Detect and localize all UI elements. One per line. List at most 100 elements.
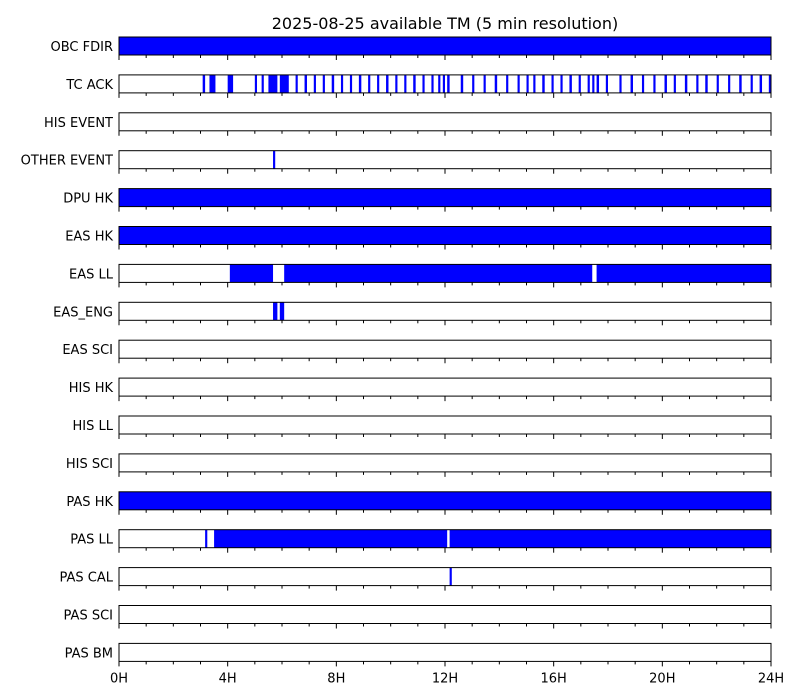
availability-bar (358, 74, 362, 93)
chart-title: 2025-08-25 available TM (5 min resolutio… (272, 14, 618, 33)
row-label: EAS LL (69, 267, 114, 282)
availability-bar (569, 74, 572, 93)
availability-bar (447, 74, 450, 93)
availability-bar (696, 74, 699, 93)
availability-bar (684, 74, 688, 93)
availability-bar (422, 74, 425, 93)
availability-bar (653, 74, 656, 93)
row-label: TC ACK (65, 78, 113, 93)
x-tick-label: 4H (219, 671, 237, 686)
availability-bar (119, 226, 771, 245)
availability-bar (768, 74, 771, 93)
timeline-row: HIS SCI (66, 453, 772, 477)
availability-bar (331, 74, 335, 93)
row-label: HIS EVENT (44, 116, 113, 131)
row-label: EAS SCI (62, 343, 113, 358)
availability-bar (592, 74, 595, 93)
timeline-row: EAS LL (69, 263, 772, 288)
availability-bar (526, 74, 529, 93)
availability-bar (273, 302, 278, 321)
availability-bar (368, 74, 371, 93)
timeline-row: PAS HK (66, 491, 772, 515)
row-frame (118, 377, 772, 397)
timeline-row: DPU HK (63, 188, 772, 212)
availability-bar (214, 529, 448, 548)
availability-bar (395, 74, 398, 93)
availability-bar (494, 74, 498, 93)
availability-bar (750, 74, 753, 93)
x-tick-label: 16H (541, 671, 567, 686)
availability-bar (340, 74, 344, 93)
row-label: PAS LL (70, 533, 114, 548)
timeline-row: OBC FDIR (51, 36, 772, 60)
availability-bar (254, 74, 258, 93)
availability-bar (273, 150, 276, 169)
timeline-row: HIS EVENT (44, 112, 772, 136)
availability-bar (431, 74, 434, 93)
timeline-row: PAS BM (65, 642, 772, 667)
availability-bar (560, 74, 563, 93)
row-label: PAS BM (65, 646, 113, 661)
availability-bar (596, 74, 600, 93)
row-frame (118, 642, 772, 662)
availability-bar (449, 529, 771, 548)
availability-bar (349, 74, 353, 93)
row-frame (118, 112, 772, 132)
row-frame (118, 453, 772, 473)
availability-bar (605, 74, 608, 93)
availability-bar (517, 74, 520, 93)
rows-layer: OBC FDIR TC ACK HIS EVENT OTHER EVENT DPU HK… (21, 36, 772, 667)
row-frame (118, 605, 772, 624)
timeline-row: EAS SCI (62, 339, 772, 364)
row-label: PAS CAL (60, 571, 114, 586)
availability-bar (578, 74, 581, 93)
availability-bar (119, 491, 771, 510)
availability-bar (386, 74, 389, 93)
availability-bar (205, 529, 208, 548)
timeline-row: TC ACK (65, 74, 772, 98)
availability-bar (322, 74, 325, 93)
x-tick-label: 12H (432, 671, 458, 686)
availability-bar (705, 74, 708, 93)
availability-bar (533, 74, 536, 93)
x-axis: 0H 4H 8H 12H 16H 20H 24H (110, 671, 784, 686)
row-label: OTHER EVENT (21, 154, 113, 169)
availability-bar (739, 74, 742, 93)
availability-bar (313, 74, 316, 93)
availability-bar (268, 74, 278, 93)
x-tick-label: 8H (327, 671, 345, 686)
row-label: DPU HK (63, 192, 113, 207)
timeline-row: EAS HK (65, 226, 772, 250)
availability-bar (587, 74, 590, 93)
availability-bar (284, 264, 593, 283)
availability-bar (483, 74, 486, 93)
row-frame (118, 567, 772, 587)
x-tick-label: 20H (649, 671, 675, 686)
row-label: HIS SCI (66, 457, 113, 472)
timeline-row: PAS LL (70, 529, 772, 553)
timeline-row: HIS LL (73, 415, 772, 439)
availability-bar (261, 74, 264, 93)
availability-bar (227, 74, 234, 93)
availability-bar (119, 188, 771, 207)
availability-bar (664, 74, 667, 93)
availability-bar (542, 74, 545, 93)
availability-bar (759, 74, 763, 93)
availability-bar (119, 37, 771, 55)
row-label: PAS HK (66, 495, 113, 510)
timeline-row: EAS_ENG (53, 301, 772, 326)
availability-bar (449, 567, 452, 586)
availability-bar (438, 74, 441, 93)
x-tick-label: 24H (758, 671, 784, 686)
availability-bar (460, 74, 464, 93)
availability-bar (442, 74, 445, 93)
row-frame (118, 339, 772, 359)
availability-bar (641, 74, 645, 93)
row-frame (118, 301, 772, 321)
availability-bar (279, 302, 285, 321)
availability-bar (506, 74, 509, 93)
availability-bar (596, 264, 771, 283)
row-label: EAS HK (65, 230, 113, 245)
timeline-row: OTHER EVENT (21, 150, 772, 174)
